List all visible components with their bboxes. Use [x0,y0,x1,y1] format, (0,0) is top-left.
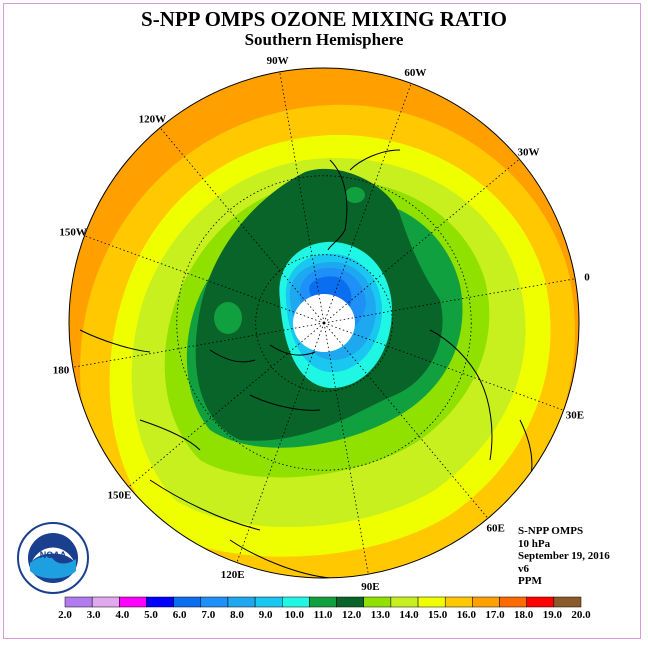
meridian-line [323,278,576,324]
longitude-label: 90W [267,55,289,67]
longitude-label: 150W [59,227,87,239]
info-block: S-NPP OMPS 10 hPa September 19, 2016 v6 … [518,525,610,588]
colorbar-tick-label: 5.0 [144,609,158,621]
meridian-line [323,158,520,324]
map-subtitle: Southern Hemisphere [244,30,404,49]
colorbar-swatch [200,596,229,608]
latitude-circle [255,254,393,392]
colorbar-tick-label: 11.0 [314,609,333,621]
longitude-label: 120W [139,113,167,125]
meridian-line [323,322,489,519]
longitude-label: 180 [53,364,70,376]
colorbar-tick-label: 8.0 [230,609,244,621]
colorbar-swatch [526,596,555,608]
colorbar-tick-label: 13.0 [371,609,391,621]
colorbar-tick-label: 6.0 [173,609,187,621]
noaa-logo: NOAA [16,521,90,595]
longitude-label: 120E [221,569,245,581]
figure-frame [3,3,641,639]
colorbar-tick-label: 20.0 [571,609,591,621]
meridian-line [72,322,325,368]
colorbar-swatch [553,596,582,608]
meridian-line [279,71,325,324]
colorbar-tick-label: 19.0 [543,609,563,621]
noaa-logo-text: NOAA [40,550,67,560]
longitude-label: 90E [361,581,379,593]
colorbar-swatch [363,596,392,608]
pressure-level-label: 10 hPa [518,537,551,550]
colorbar-tick-label: 3.0 [87,609,101,621]
meridian-line [84,235,325,324]
colorbar-swatch [173,596,202,608]
map-boundary [68,67,580,579]
longitude-label: 60W [404,67,426,79]
colorbar-swatch [499,596,527,608]
colorbar-tick-label: 4.0 [115,609,129,621]
units-label: PPM [518,575,542,588]
colorbar-swatch [227,596,256,608]
colorbar-swatch [254,596,283,608]
colorbar-swatch [119,596,147,608]
longitude-label: 30W [518,146,540,158]
meridian-line [323,322,564,411]
colorbar-tick-label: 12.0 [342,609,362,621]
colorbar-tick-label: 16.0 [457,609,477,621]
colorbar-swatch [390,596,419,608]
colorbar-swatch [472,596,500,608]
longitude-labels: 0 30E 60E 90E 120E 150E 180 150W 120W 90W 60W 30W [53,55,590,593]
meridian-line [236,322,325,563]
colorbar-swatch [336,596,364,608]
colorbar-tick-label: 14.0 [399,609,419,621]
colorbar-tick-label: 17.0 [485,609,505,621]
longitude-label: 60E [486,523,504,535]
instrument-label: S-NPP OMPS [518,525,584,537]
meridian-line [323,83,412,324]
latitude-circle [176,175,472,471]
colorbar-tick-label: 18.0 [514,609,534,621]
colorbar-tick-label: 7.0 [201,609,215,621]
meridian-line [323,322,369,575]
noaa-logo-icon: NOAA [17,522,89,594]
map-title: S-NPP OMPS OZONE MIXING RATIO [141,7,507,31]
colorbar-swatch [146,596,174,608]
ozone-field [69,68,579,578]
graticule [72,71,576,575]
colorbar-swatch [309,596,337,608]
colorbar-tick-label: 15.0 [428,609,448,621]
colorbar-tick-label: 10.0 [285,609,305,621]
colorbar-swatch [91,596,120,608]
colorbar-swatch [444,596,473,608]
meridian-line [128,322,325,488]
longitude-label: 30E [566,409,584,421]
colorbar-swatch [417,596,446,608]
version-label: v6 [518,562,529,575]
date-label: September 19, 2016 [518,550,610,563]
longitude-label: 0 [584,272,590,284]
meridian-line [159,127,325,324]
colorbar-tick-label: 9.0 [259,609,273,621]
longitude-label: 150E [108,490,132,502]
colorbar-swatch [282,596,310,608]
colorbar-tick-label: 2.0 [58,609,72,621]
coastline [79,149,533,578]
colorbar: 2.0 3.0 4.0 5.0 6.0 7.0 8.0 9.0 10.0 11.0 12.0 13.0… [58,596,591,621]
colorbar-swatch [64,596,93,608]
